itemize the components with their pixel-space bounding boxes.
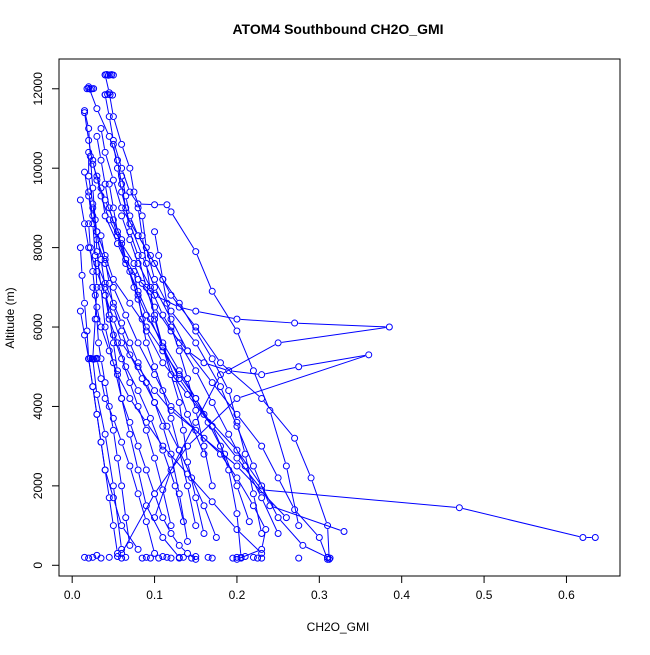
x-tick-label: 0.3 xyxy=(311,588,328,602)
x-tick-label: 0.0 xyxy=(64,588,81,602)
y-axis-label: Altitude (m) xyxy=(3,287,17,348)
chart-title: ATOM4 Southbound CH2O_GMI xyxy=(232,21,443,37)
y-tick-label: 4000 xyxy=(31,393,45,420)
y-tick-label: 10000 xyxy=(31,151,45,185)
x-axis-label: CH2O_GMI xyxy=(307,620,370,634)
y-tick-label: 0 xyxy=(31,562,45,569)
y-tick-label: 8000 xyxy=(31,234,45,261)
x-tick-label: 0.5 xyxy=(476,588,493,602)
x-tick-label: 0.6 xyxy=(558,588,575,602)
y-tick-label: 2000 xyxy=(31,472,45,499)
x-tick-label: 0.4 xyxy=(393,588,410,602)
series-line-segment xyxy=(169,208,170,209)
x-tick-label: 0.1 xyxy=(146,588,163,602)
y-tick-label: 6000 xyxy=(31,313,45,340)
x-tick-label: 0.2 xyxy=(229,588,246,602)
y-tick-label: 12000 xyxy=(31,72,45,106)
